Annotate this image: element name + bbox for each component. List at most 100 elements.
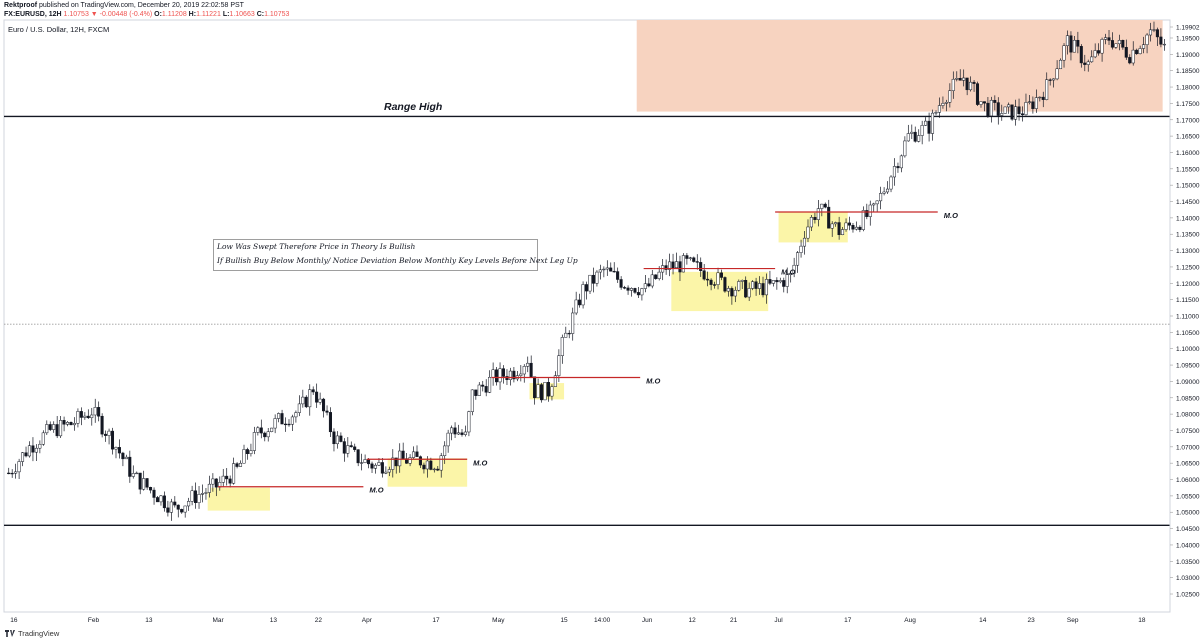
candle-body [1145, 34, 1149, 45]
candle-body [602, 268, 606, 271]
candle-body [626, 287, 630, 291]
candle-body [204, 492, 208, 494]
candle [536, 378, 540, 399]
candle-body [588, 274, 592, 292]
plot-area[interactable] [3, 19, 1171, 613]
candle [979, 101, 983, 108]
candle-body [1135, 49, 1139, 55]
candle [782, 277, 786, 293]
candle-body [114, 447, 118, 450]
candle-body [501, 368, 505, 377]
price-axis[interactable]: 1.19902 1.19500 1.19000 1.18500 1.18000 1.175… [1169, 20, 1200, 612]
candle-body [52, 424, 56, 430]
candle [339, 432, 343, 443]
candle-body [654, 274, 658, 279]
candle [716, 267, 720, 290]
candle [477, 382, 481, 396]
candle-body [1152, 29, 1156, 31]
time-tick-label: 16 [10, 617, 18, 624]
candle [619, 276, 623, 290]
candle [771, 280, 775, 287]
candle [360, 453, 364, 471]
candle-body [1052, 78, 1056, 81]
candle [439, 452, 443, 478]
candle [335, 431, 339, 449]
mo-label-3: M.O [646, 376, 660, 385]
candle-body [543, 382, 547, 401]
candle-body [1138, 48, 1142, 55]
candle [83, 412, 87, 420]
candle-body [616, 271, 620, 280]
candle-body [837, 222, 841, 235]
candle [847, 216, 851, 231]
candle-body [342, 441, 346, 454]
candle [834, 221, 838, 227]
candle [436, 466, 440, 472]
candle-body [117, 447, 121, 454]
candle [754, 277, 758, 296]
candle-body [955, 78, 959, 80]
candle-body [107, 430, 111, 436]
candle [695, 254, 699, 270]
candle [955, 71, 959, 82]
candle-body [484, 386, 488, 393]
tradingview-brand[interactable]: TradingView [18, 629, 60, 638]
candle-body [318, 398, 322, 403]
candle-body [892, 166, 896, 178]
publisher-name[interactable]: Rektproof [4, 2, 38, 9]
candle [450, 425, 454, 441]
candle [1069, 31, 1073, 61]
candle-body [335, 435, 339, 445]
candle [221, 468, 225, 487]
candle [560, 334, 564, 364]
candle [432, 467, 436, 473]
candle-body [460, 432, 464, 435]
candle-body [1079, 46, 1083, 64]
candle-body [387, 469, 391, 473]
candle [1031, 96, 1035, 114]
price-chart[interactable]: M.O M.O M.O M.O M.O Euro / U.S. Dollar, 12H,… [0, 0, 1200, 628]
candle-body [841, 229, 845, 235]
candle [837, 216, 841, 240]
candle-body [1027, 101, 1031, 103]
candle [384, 466, 388, 475]
candle-body [609, 267, 613, 272]
candle [896, 162, 900, 173]
annotation-box[interactable]: Low Was Swept Therefore Price in Theory … [213, 239, 578, 271]
candle-body [252, 432, 256, 451]
candle-body [155, 497, 159, 503]
candle [1058, 58, 1063, 70]
candle [183, 505, 187, 518]
candle-body [813, 217, 817, 220]
price-tick-label: 1.15000 [1176, 183, 1200, 190]
candle-body [944, 102, 948, 104]
candle [602, 266, 606, 278]
candle-body [913, 131, 917, 142]
candle-body [671, 261, 675, 268]
candle-body [809, 217, 813, 228]
candle-body [948, 90, 952, 103]
candle-body [443, 445, 447, 457]
candle [145, 478, 149, 490]
candle-body [391, 457, 395, 470]
candles-layer [7, 21, 1166, 521]
price-tick-label: 1.04000 [1176, 542, 1200, 549]
candle [249, 443, 253, 457]
symbol-name[interactable]: FX:EURUSD, 12H [4, 11, 62, 18]
candle [799, 239, 803, 258]
low-label: L: [222, 11, 230, 18]
candle-body [463, 431, 467, 435]
candle [373, 463, 377, 474]
candle [14, 463, 18, 479]
price-tick-label: 1.09500 [1176, 363, 1200, 370]
time-axis[interactable]: 16 Feb 13 Mar 13 22 Apr 17 May 15 14:00 Jun 12 21 Jul 1… [4, 611, 1170, 624]
candle-body [138, 472, 142, 490]
candle [951, 71, 955, 99]
candle [892, 158, 896, 186]
candle-body [619, 279, 623, 288]
candle [391, 449, 395, 478]
candle [1100, 37, 1104, 62]
candle [1020, 106, 1024, 122]
candle [879, 186, 883, 210]
candle [41, 430, 45, 446]
